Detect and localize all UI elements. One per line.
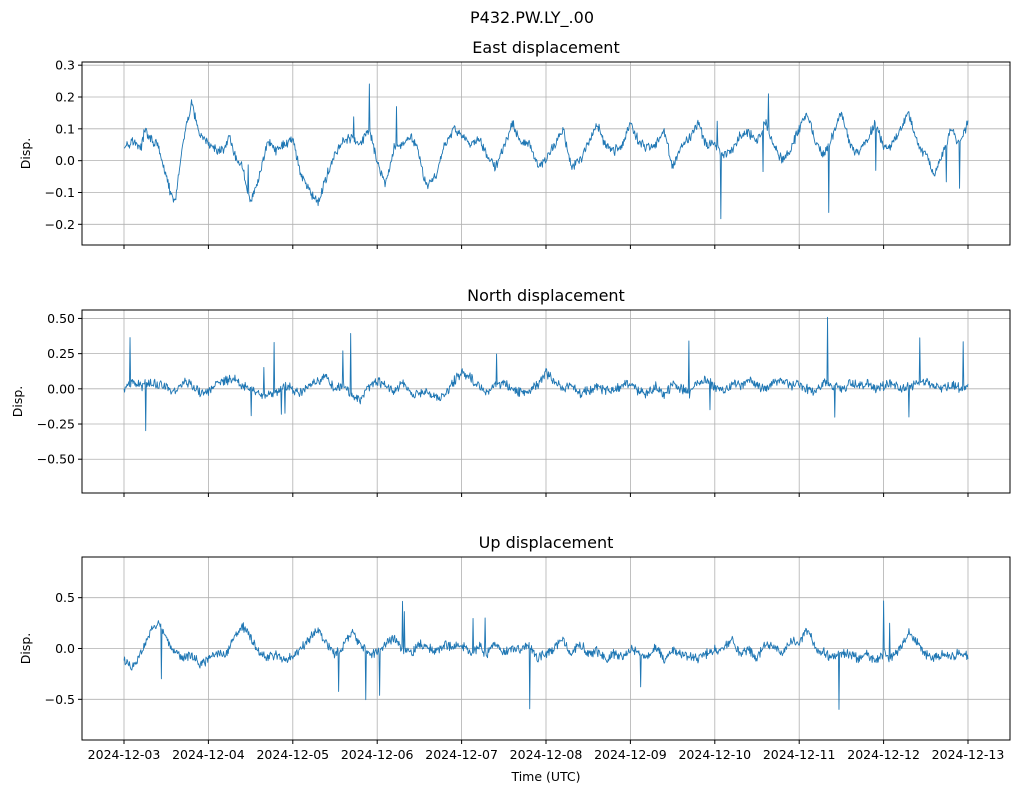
- x-tick-label: 2024-12-08: [510, 747, 583, 762]
- north-displacement-line: [123, 316, 969, 432]
- east-panel-title: East displacement: [472, 38, 619, 57]
- north-y-tick-label: 0.00: [47, 381, 75, 396]
- east-y-tick-label: 0.3: [55, 58, 75, 73]
- north-panel: North displacement −0.50 −0.25 0.00 0.25 0.50…: [10, 286, 1011, 497]
- figure-title: P432.PW.LY_.00: [470, 8, 594, 28]
- north-y-tick-label: −0.50: [37, 452, 75, 467]
- east-y-axis-label: Disp.: [18, 138, 33, 170]
- north-panel-title: North displacement: [467, 286, 625, 305]
- east-y-tick-label: 0.0: [55, 153, 75, 168]
- east-displacement-line: [123, 83, 969, 220]
- x-tick-label: 2024-12-11: [763, 747, 836, 762]
- north-y-tick-label: 0.50: [47, 311, 75, 326]
- x-tick-label: 2024-12-03: [88, 747, 161, 762]
- x-tick-label: 2024-12-06: [341, 747, 414, 762]
- x-tick-label: 2024-12-10: [678, 747, 751, 762]
- up-y-tick-label: −0.5: [45, 692, 75, 707]
- x-tick-label: 2024-12-12: [847, 747, 920, 762]
- x-tick-label: 2024-12-13: [932, 747, 1005, 762]
- up-y-axis-label: Disp.: [18, 633, 33, 665]
- east-y-tick-label: 0.1: [55, 121, 75, 136]
- east-panel: East displacement −0.2 −0.1 0.0 0.1 0.2 0.3 Dis…: [18, 38, 1011, 249]
- x-tick-label: 2024-12-09: [594, 747, 667, 762]
- up-y-tick-label: 0.5: [55, 590, 75, 605]
- north-y-tick-label: −0.25: [37, 417, 75, 432]
- up-panel-title: Up displacement: [479, 533, 614, 552]
- east-y-tick-label: −0.1: [45, 185, 75, 200]
- north-y-tick-label: 0.25: [47, 346, 75, 361]
- north-y-axis-label: Disp.: [10, 386, 25, 418]
- x-tick-label: 2024-12-05: [256, 747, 329, 762]
- x-axis-label: Time (UTC): [510, 769, 580, 784]
- x-tick-label: 2024-12-07: [425, 747, 498, 762]
- up-y-tick-label: 0.0: [55, 641, 75, 656]
- up-panel: Up displacement −0.5 0.0 0.5 Disp. 2024-12-03…: [18, 533, 1011, 784]
- up-displacement-line: [123, 600, 969, 710]
- x-tick-label: 2024-12-04: [172, 747, 245, 762]
- east-y-tick-label: −0.2: [45, 217, 75, 232]
- east-y-tick-label: 0.2: [55, 90, 75, 105]
